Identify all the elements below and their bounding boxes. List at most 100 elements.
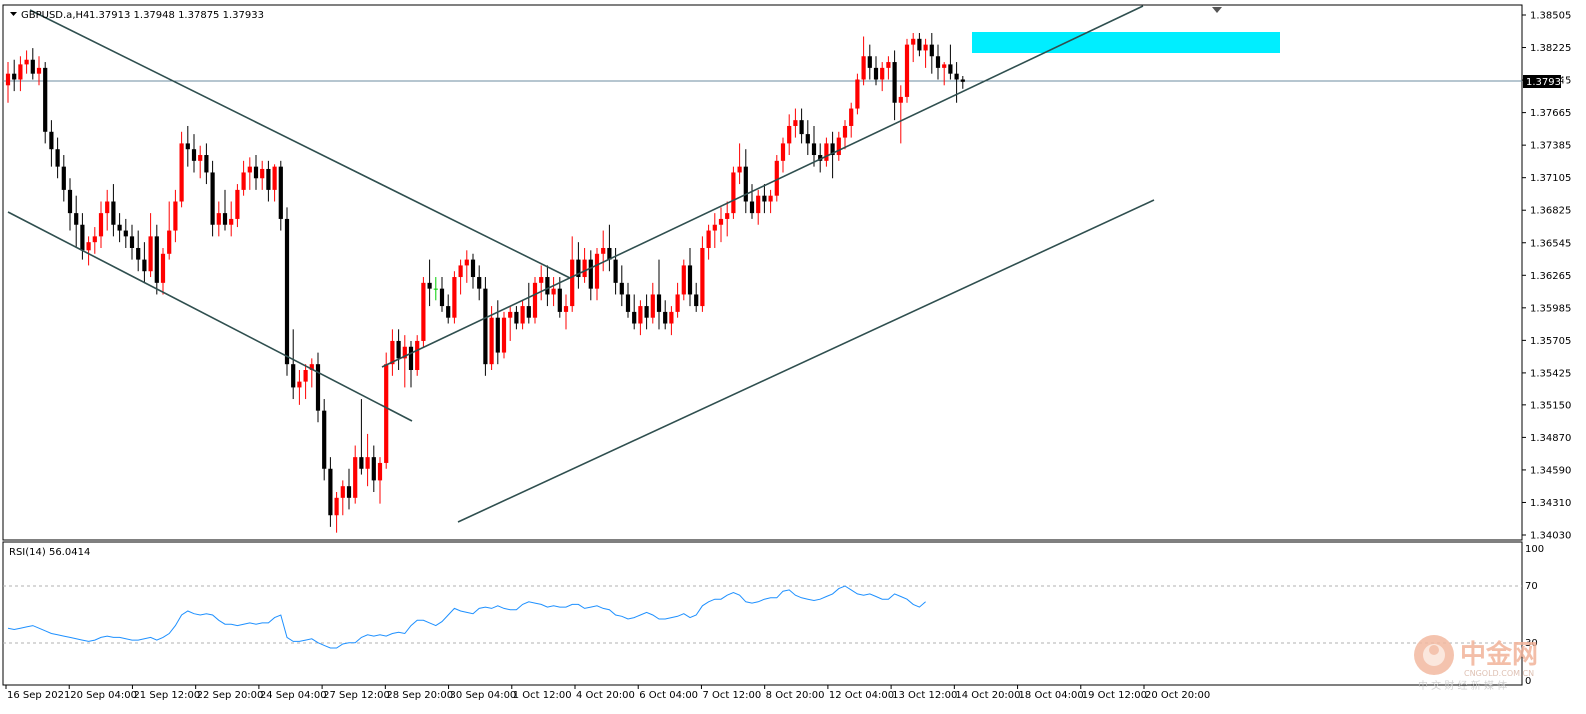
candle-body[interactable] (725, 213, 730, 219)
candle-body[interactable] (520, 306, 525, 324)
candle-body[interactable] (960, 79, 965, 82)
candle-body[interactable] (954, 73, 959, 80)
candle-body[interactable] (625, 294, 631, 312)
candle-body[interactable] (396, 340, 401, 359)
candle-body[interactable] (24, 59, 29, 65)
candle-body[interactable] (222, 213, 228, 225)
candle-body[interactable] (923, 44, 928, 51)
candle-body[interactable] (811, 143, 817, 156)
candle-body[interactable] (867, 56, 872, 68)
candle-body[interactable] (148, 236, 153, 272)
candle-body[interactable] (582, 259, 587, 278)
candle-body[interactable] (780, 143, 786, 161)
candle-body[interactable] (421, 282, 426, 341)
candle-body[interactable] (663, 311, 668, 324)
candle-body[interactable] (266, 168, 271, 190)
candle-body[interactable] (167, 230, 172, 254)
candle-body[interactable] (613, 259, 618, 283)
candle-body[interactable] (743, 166, 748, 202)
candle-body[interactable] (526, 306, 531, 318)
candle-body[interactable] (489, 317, 494, 365)
candle-body[interactable] (210, 172, 215, 225)
candle-body[interactable] (762, 195, 767, 202)
candle-body[interactable] (353, 457, 358, 498)
candle-body[interactable] (284, 218, 290, 365)
candle-body[interactable] (644, 306, 649, 318)
dropdown-triangle-icon[interactable] (10, 12, 17, 16)
candle-body[interactable] (694, 294, 699, 307)
candle-body[interactable] (229, 218, 234, 225)
candle-body[interactable] (12, 73, 17, 80)
candle-body[interactable] (836, 137, 841, 156)
candle-body[interactable] (731, 172, 736, 214)
candle-body[interactable] (539, 277, 544, 283)
candle-body[interactable] (849, 108, 854, 126)
candle-body[interactable] (458, 265, 463, 278)
candle-body[interactable] (464, 259, 469, 266)
candle-body[interactable] (712, 224, 717, 231)
candle-body[interactable] (328, 468, 333, 516)
channel-down-lower-line[interactable] (7, 211, 413, 422)
candle-body[interactable] (563, 306, 569, 312)
candle-body[interactable] (551, 288, 556, 295)
candle-body[interactable] (898, 96, 903, 103)
candle-body[interactable] (787, 125, 792, 144)
candle-body[interactable] (433, 288, 438, 290)
candle-body[interactable] (917, 38, 922, 51)
candle-body[interactable] (92, 236, 97, 243)
candle-body[interactable] (291, 364, 296, 388)
candle-body[interactable] (607, 247, 612, 260)
candle-body[interactable] (371, 457, 376, 481)
candle-body[interactable] (495, 317, 500, 353)
candle-body[interactable] (18, 64, 23, 80)
candle-body[interactable] (322, 410, 327, 469)
candle-body[interactable] (545, 277, 550, 295)
candle-body[interactable] (241, 172, 246, 190)
candle-body[interactable] (43, 67, 48, 132)
candle-body[interactable] (359, 457, 364, 469)
candle-body[interactable] (61, 166, 66, 190)
channel-down-upper-line[interactable] (29, 9, 571, 279)
candle-body[interactable] (929, 44, 934, 57)
price-axis[interactable]: 1.385051.382251.379451.376651.373851.371… (1522, 11, 1571, 542)
candle-body[interactable] (235, 189, 240, 219)
channel-up-lower-line[interactable] (457, 199, 1155, 523)
candle-body[interactable] (384, 364, 389, 463)
candle-body[interactable] (904, 44, 910, 97)
candle-body[interactable] (334, 497, 339, 516)
candle-body[interactable] (855, 79, 860, 109)
candle-body[interactable] (514, 311, 519, 324)
candle-body[interactable] (669, 311, 674, 324)
candle-body[interactable] (98, 213, 104, 237)
candle-body[interactable] (111, 201, 116, 225)
channel-up-upper-line[interactable] (381, 5, 1144, 368)
candle-body[interactable] (365, 457, 370, 469)
candle-body[interactable] (892, 62, 897, 103)
candle-body[interactable] (570, 259, 575, 307)
candle-body[interactable] (588, 259, 593, 289)
candle-body[interactable] (179, 143, 184, 202)
candle-body[interactable] (942, 64, 947, 68)
candle-body[interactable] (632, 311, 637, 324)
candle-body[interactable] (768, 195, 773, 202)
candle-body[interactable] (594, 253, 600, 289)
candle-body[interactable] (700, 247, 705, 307)
candle-body[interactable] (842, 125, 848, 138)
candle-body[interactable] (272, 166, 277, 190)
candle-body[interactable] (477, 277, 482, 289)
candle-body[interactable] (198, 155, 203, 161)
candle-body[interactable] (303, 369, 308, 382)
candle-body[interactable] (117, 224, 122, 231)
candle-body[interactable] (408, 346, 414, 370)
candle-body[interactable] (173, 201, 178, 231)
candle-body[interactable] (160, 253, 166, 283)
resistance-zone[interactable] (972, 32, 1280, 53)
candle-body[interactable] (315, 364, 321, 411)
candle-body[interactable] (656, 294, 662, 312)
candle-body[interactable] (718, 218, 724, 225)
candle-body[interactable] (415, 340, 420, 370)
candle-body[interactable] (638, 306, 643, 324)
candle-body[interactable] (377, 462, 383, 481)
candle-body[interactable] (793, 120, 798, 126)
candle-body[interactable] (873, 67, 879, 80)
